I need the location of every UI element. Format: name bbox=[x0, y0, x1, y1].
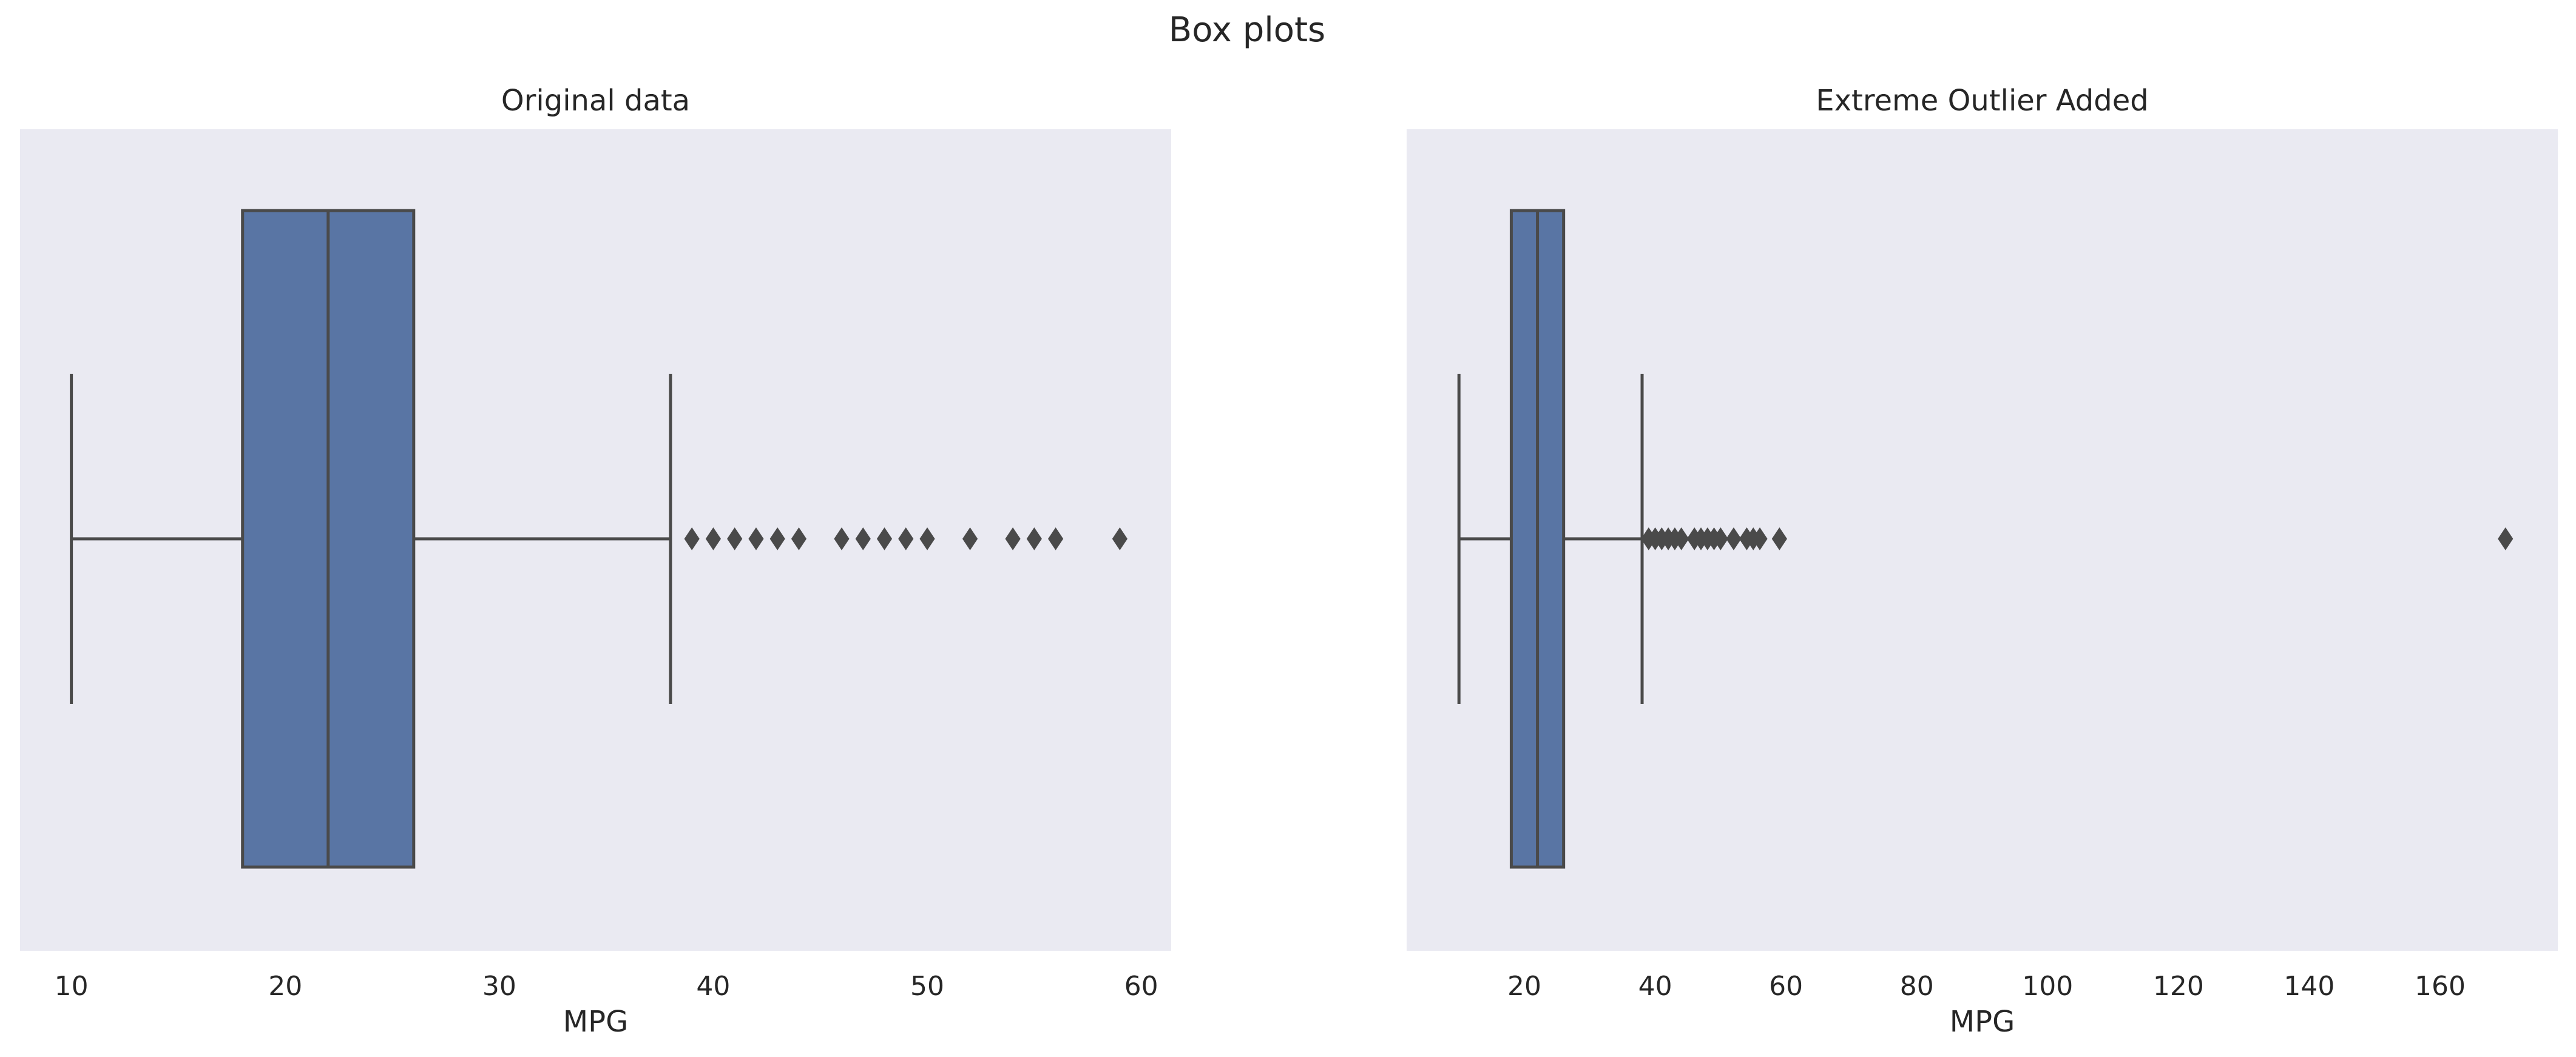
outlier-point bbox=[962, 527, 978, 550]
x-tick-label: 80 bbox=[1900, 971, 1934, 1002]
x-tick-label: 160 bbox=[2415, 971, 2466, 1002]
x-tick-label: 140 bbox=[2284, 971, 2334, 1002]
outlier-point bbox=[769, 527, 785, 550]
outlier-point bbox=[684, 527, 700, 550]
outlier-point bbox=[727, 527, 743, 550]
outlier-point bbox=[1752, 527, 1768, 550]
outlier-point bbox=[834, 527, 850, 550]
outlier-point bbox=[1726, 527, 1742, 550]
figure-title: Box plots bbox=[1169, 10, 1325, 50]
outlier-point bbox=[791, 527, 807, 550]
box-plot-original-data: Original data MPG 10 20 30 40 50 60 bbox=[20, 84, 1171, 1039]
x-tick-label: 60 bbox=[1769, 971, 1803, 1002]
box-plot-extreme-outlier: Extreme Outlier Added MPG 20 40 60 80 100 120 14… bbox=[1407, 84, 2558, 1039]
axes-title: Original data bbox=[501, 84, 690, 118]
outlier-point bbox=[1047, 527, 1064, 550]
axes-title: Extreme Outlier Added bbox=[1816, 84, 2148, 118]
x-tick-label: 20 bbox=[1507, 971, 1541, 1002]
outlier-point bbox=[748, 527, 764, 550]
x-tick-label: 60 bbox=[1124, 971, 1158, 1002]
x-tick-label: 20 bbox=[268, 971, 302, 1002]
outlier-point bbox=[2498, 527, 2513, 550]
x-tick-label: 10 bbox=[55, 971, 89, 1002]
outlier-point bbox=[919, 527, 935, 550]
outlier-point bbox=[1712, 527, 1728, 550]
outlier-point bbox=[1771, 527, 1787, 550]
x-tick-label: 40 bbox=[696, 971, 730, 1002]
x-axis-label: MPG bbox=[1950, 1005, 2015, 1039]
x-tick-label: 120 bbox=[2153, 971, 2204, 1002]
x-tick-label: 100 bbox=[2022, 971, 2073, 1002]
x-tick-label: 50 bbox=[910, 971, 944, 1002]
outlier-point bbox=[705, 527, 722, 550]
x-tick-label: 40 bbox=[1638, 971, 1672, 1002]
outlier-point bbox=[898, 527, 914, 550]
outlier-point bbox=[1005, 527, 1021, 550]
outlier-point bbox=[1026, 527, 1042, 550]
x-tick-label: 30 bbox=[482, 971, 516, 1002]
x-axis-label: MPG bbox=[563, 1005, 629, 1039]
outlier-point bbox=[1674, 527, 1689, 550]
outlier-point bbox=[876, 527, 893, 550]
outlier-point bbox=[1112, 527, 1127, 550]
outlier-point bbox=[855, 527, 871, 550]
